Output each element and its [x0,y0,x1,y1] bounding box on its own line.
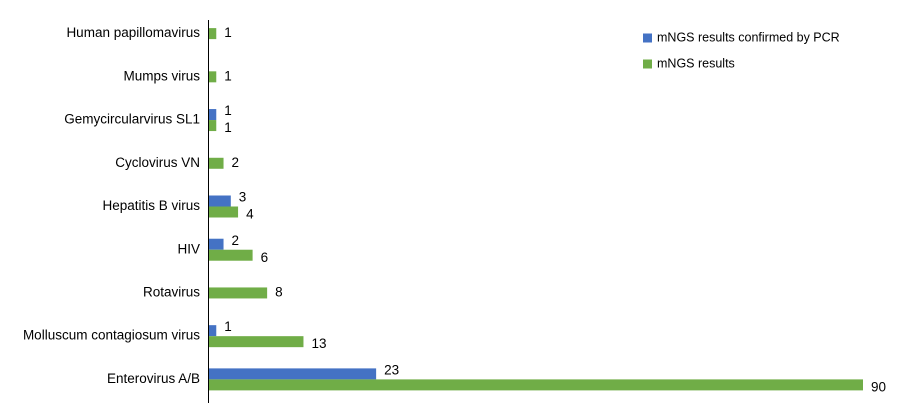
legend-label: mNGS results [657,56,735,70]
value-label: 8 [275,285,283,300]
bar [209,368,377,380]
bar [209,109,217,121]
bar [209,28,217,40]
value-label: 1 [224,120,232,135]
bar [209,206,239,218]
bar [209,379,863,391]
bar [209,336,304,348]
y-tick-label: Rotavirus [143,285,200,300]
bar [209,120,217,132]
bar [209,249,253,261]
value-label: 1 [224,68,232,83]
value-label: 6 [261,250,269,265]
value-label: 1 [224,25,232,40]
bar [209,195,231,207]
bar [209,157,224,169]
y-tick-label: Gemycircularvirus SL1 [64,112,200,127]
value-label: 2 [232,233,240,248]
value-label: 3 [239,190,247,205]
bar [209,238,224,250]
y-tick-label: Cyclovirus VN [115,155,200,170]
y-tick-label: HIV [177,241,200,256]
value-label: 2 [232,155,240,170]
value-label: 23 [384,362,399,377]
bar [209,325,217,337]
y-tick-label: Enterovirus A/B [107,371,200,386]
y-tick-label: Human papillomavirus [66,25,200,40]
value-label: 4 [246,207,254,222]
y-tick-label: Hepatitis B virus [102,198,200,213]
bar [209,287,268,299]
y-tick-label: Molluscum contagiosum virus [23,328,200,343]
value-label: 90 [871,379,886,394]
legend-swatch [643,59,652,69]
value-label: 1 [224,319,232,334]
value-label: 13 [311,336,326,351]
legend-swatch [643,33,652,43]
value-label: 1 [224,103,232,118]
bar [209,71,217,83]
legend-label: mNGS results confirmed by PCR [657,30,840,44]
y-tick-label: Mumps virus [123,68,200,83]
